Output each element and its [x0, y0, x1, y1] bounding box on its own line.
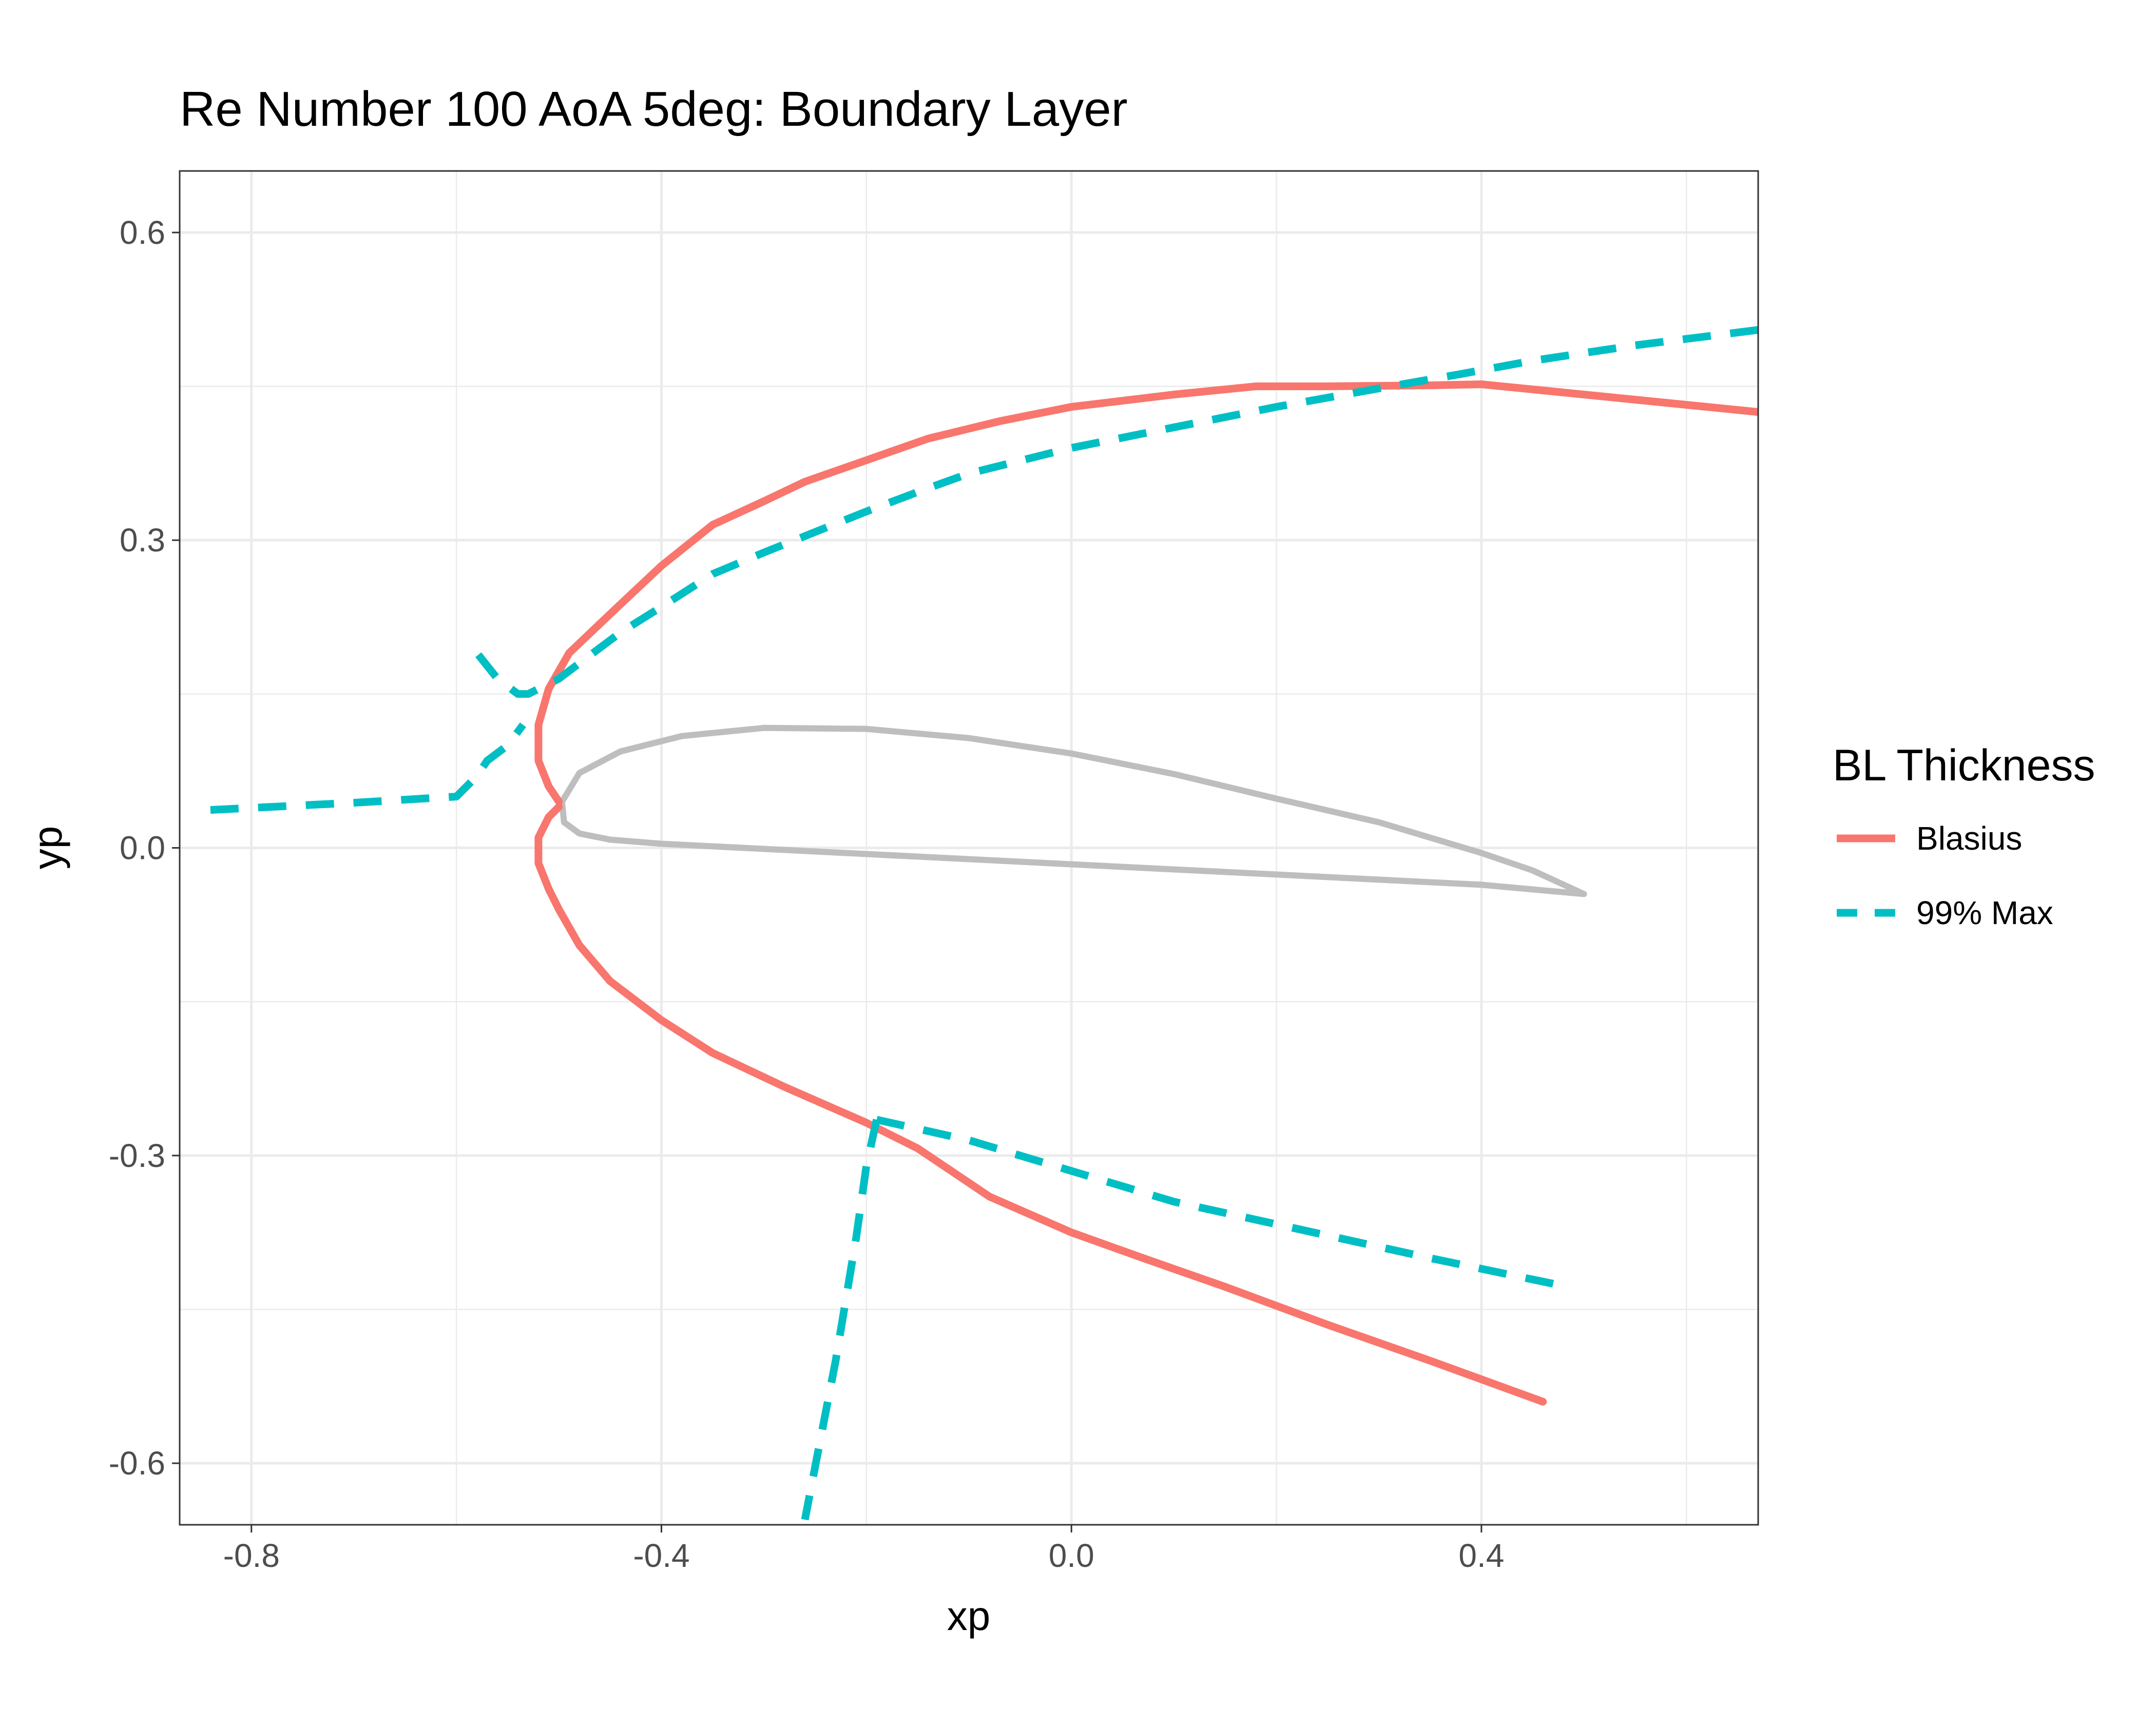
- series-line: [474, 326, 1758, 698]
- plot-content: [210, 326, 1758, 1521]
- x-axis: -0.8 -0.4 0.0 0.4: [223, 1525, 1504, 1574]
- y-tick-label: -0.3: [109, 1137, 165, 1174]
- x-tick-label: -0.4: [633, 1537, 689, 1574]
- series-99-max: [210, 326, 1758, 1521]
- x-tick-label: 0.4: [1458, 1537, 1504, 1574]
- x-tick-label: 0.0: [1049, 1537, 1094, 1574]
- series-line: [534, 803, 1547, 1406]
- y-tick-label: 0.0: [120, 830, 165, 867]
- legend-label: Blasius: [1916, 820, 2022, 857]
- y-tick-label: -0.6: [109, 1445, 165, 1482]
- y-tick-label: 0.3: [120, 522, 165, 559]
- major-gridlines: [180, 171, 1758, 1525]
- series-line: [801, 1119, 881, 1521]
- chart-title: Re Number 100 AoA 5deg: Boundary Layer: [180, 82, 1128, 137]
- y-axis: -0.6 -0.3 0.0 0.3 0.6: [109, 214, 180, 1482]
- legend-entries: Blasius 99% Max: [1837, 820, 2053, 931]
- legend-label: 99% Max: [1916, 894, 2053, 931]
- x-axis-title: xp: [947, 1593, 991, 1639]
- legend: BL Thickness Blasius 99% Max: [1833, 741, 2095, 931]
- series-line: [876, 1116, 1554, 1288]
- y-axis-title: yp: [25, 826, 70, 870]
- series-line: [210, 722, 526, 814]
- y-tick-label: 0.6: [120, 214, 165, 251]
- x-tick-label: -0.8: [223, 1537, 280, 1574]
- legend-title: BL Thickness: [1833, 741, 2095, 790]
